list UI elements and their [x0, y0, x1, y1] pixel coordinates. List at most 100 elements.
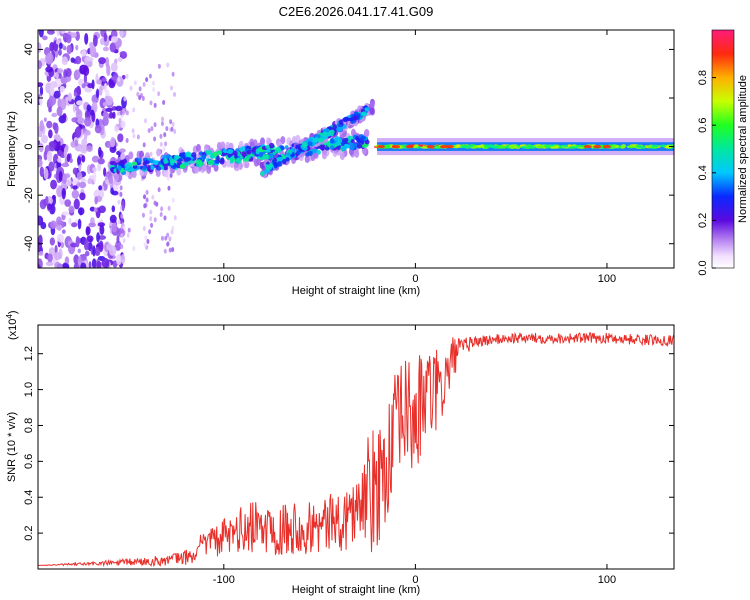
- spectrogram-cell: [92, 34, 98, 47]
- spectrogram-cell: [454, 145, 459, 149]
- spectrogram-cell: [115, 253, 122, 266]
- spectrogram-cell: [170, 126, 174, 132]
- spectrogram-cell: [70, 57, 75, 63]
- spectrogram-cell: [102, 46, 109, 52]
- spectrogram-cell: [120, 254, 126, 264]
- spectrogram-cell: [136, 91, 140, 97]
- spectrogram-cell: [319, 144, 326, 151]
- spectrogram-cell: [91, 258, 97, 268]
- spectrogram-cell: [72, 185, 78, 190]
- spectrogram-cell: [138, 86, 142, 92]
- spectrogram-cell: [121, 228, 125, 234]
- spectrogram-cell: [143, 194, 147, 200]
- spectrogram-cell: [149, 100, 153, 106]
- spectrogram-cell: [88, 222, 96, 228]
- spectrogram-cell: [115, 240, 122, 251]
- spectrogram-cell: [116, 76, 124, 87]
- spectrogram-cell: [141, 95, 145, 101]
- spectrogram-cell: [119, 185, 123, 191]
- spectrogram-cell: [57, 157, 62, 163]
- spectrogram-cell: [159, 133, 163, 139]
- spectrogram-cell: [61, 187, 66, 200]
- spectrogram-cell: [92, 167, 97, 173]
- spectrogram-cell: [392, 144, 401, 149]
- spectrogram-cell: [56, 263, 63, 268]
- spectrogram-cell: [77, 218, 82, 230]
- spectrogram-cell: [64, 199, 72, 207]
- spectrogram-cell: [110, 137, 116, 148]
- spectrogram-cell: [369, 100, 375, 108]
- spectrogram-cell: [341, 146, 347, 151]
- spectrogram-cell: [216, 150, 222, 155]
- spectrogram-cell: [163, 158, 168, 164]
- spectrogram-cell: [120, 213, 124, 219]
- spectrogram-cell: [332, 124, 338, 129]
- spectrogram-cell: [45, 52, 54, 65]
- spectrogram-cell: [66, 153, 71, 163]
- spectrogram-cell: [179, 164, 186, 169]
- spectrogram-cell: [56, 216, 62, 226]
- spectrogram-cell: [349, 142, 354, 147]
- spectrogram-cell: [38, 60, 43, 70]
- spectrogram-cell: [97, 146, 102, 157]
- spectrogram-cell: [71, 189, 80, 199]
- spectrogram-cell: [543, 144, 551, 148]
- spectrogram-cell: [58, 49, 62, 56]
- spectrogram-cell: [361, 143, 368, 148]
- spectrogram-cell: [120, 152, 126, 161]
- spectrogram-cell: [86, 57, 94, 62]
- spectrogram-cell: [169, 172, 173, 178]
- spectrogram-cell: [194, 165, 200, 174]
- spectrogram-cell: [101, 77, 107, 82]
- spectrogram-cell: [150, 222, 154, 228]
- snr-frame: [37, 324, 675, 570]
- spectrogram-cell: [91, 155, 100, 163]
- spectrogram-cell: [89, 45, 97, 58]
- spectrogram-cell: [354, 149, 360, 158]
- spectrogram-cell: [61, 211, 70, 216]
- spectrogram-cell: [122, 238, 126, 244]
- spectrogram-cell: [106, 243, 113, 251]
- spectrogram-cell: [76, 156, 82, 165]
- spectrogram-cell: [290, 147, 295, 153]
- spectrogram-cell: [134, 157, 139, 163]
- spectrogram-cell: [131, 170, 137, 179]
- y-tick-label: 0.6: [23, 454, 35, 469]
- spectrogram-cell: [112, 111, 116, 119]
- spectrogram-cell: [39, 95, 43, 107]
- spectrogram-cell: [89, 206, 96, 212]
- spectrogram-cell: [206, 165, 212, 174]
- spectrogram-cell: [349, 145, 355, 151]
- spectrogram-cell: [102, 111, 109, 119]
- spectrogram-cell: [159, 211, 163, 217]
- spectrogram-cell: [153, 102, 157, 108]
- spectrogram-cell: [273, 157, 277, 163]
- spectrogram-cell: [121, 200, 125, 212]
- spectrogram-cell: [171, 197, 175, 203]
- spectrogram-y-label: Frequency (Hz): [6, 111, 18, 187]
- spectrogram-cell: [125, 138, 129, 144]
- spectrogram-cell: [636, 144, 642, 148]
- spectrogram-cell: [413, 144, 419, 148]
- spectrogram-cell: [38, 143, 44, 153]
- spectrogram-cell: [52, 194, 56, 200]
- spectrogram-cell: [537, 145, 544, 149]
- spectrogram-cell: [110, 36, 119, 43]
- snr-panel: -100 0 100 0.2 0.4 0.6 0.8 1.0 1.2 Height of str…: [5, 310, 675, 596]
- spectrogram-cell: [153, 136, 157, 142]
- spectrogram-cell: [160, 121, 164, 127]
- spectrogram-cell: [173, 154, 180, 160]
- spectrogram-cell: [63, 69, 67, 78]
- y-tick-label: 0.8: [23, 418, 35, 433]
- snr-x-label: Height of straight line (km): [292, 584, 420, 596]
- spectrogram-cell: [123, 96, 127, 102]
- spectrogram-cell: [76, 171, 83, 180]
- spectrogram-cell: [45, 66, 53, 73]
- spectrogram-plot-area: [38, 30, 674, 268]
- spectrogram-cell: [47, 253, 53, 263]
- spectrogram-cell: [109, 160, 116, 166]
- spectrogram-cell: [146, 165, 151, 170]
- snr-y-label: SNR (10 * v/v): [6, 412, 18, 482]
- spectrogram-cell: [38, 140, 41, 146]
- spectrogram-cell: [94, 196, 98, 205]
